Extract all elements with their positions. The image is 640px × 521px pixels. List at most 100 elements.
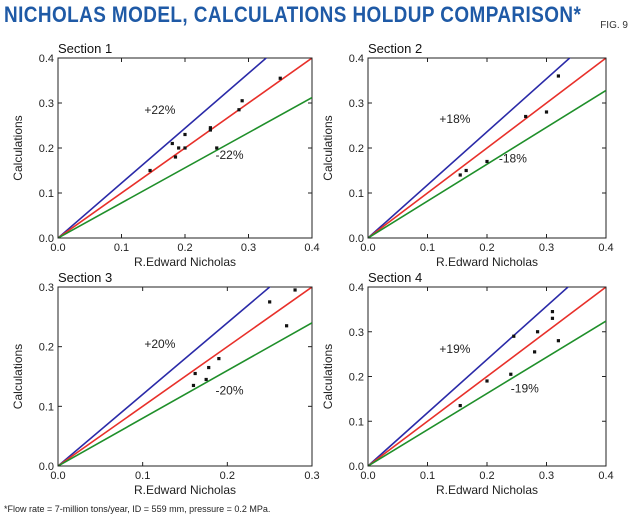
data-point	[464, 168, 468, 173]
y-tick-label: 0.2	[39, 143, 54, 155]
x-tick-label: 0.1	[114, 242, 129, 254]
parity-line	[58, 287, 312, 466]
data-point	[207, 365, 211, 370]
data-point	[550, 310, 555, 314]
y-tick-label: 0.1	[349, 416, 364, 428]
x-tick-label: 0.1	[420, 470, 435, 482]
chart-panel-2: 0.0 0.1 0.2 0.3 0.4 0.0 0.1 0.2 0.3 0.4 Section 2 R…	[321, 41, 614, 269]
x-axis-label: R.Edward Nicholas	[436, 255, 538, 269]
x-tick-label: 0.0	[360, 470, 375, 482]
upper-percent-label: +19%	[439, 342, 470, 356]
data-point	[293, 288, 297, 292]
data-point	[512, 334, 516, 338]
y-tick-label: 0.4	[349, 53, 364, 65]
y-tick-label: 0.0	[39, 461, 54, 473]
y-tick-label: 0.2	[349, 143, 364, 155]
x-tick-label: 0.0	[360, 242, 375, 254]
data-point	[148, 168, 152, 173]
data-point	[485, 159, 489, 164]
data-point	[285, 324, 289, 328]
y-tick-label: 0.2	[39, 342, 54, 354]
chart-panel-4: 0.0 0.1 0.2 0.3 0.4 0.0 0.1 0.2 0.3 0.4 Section 4 R…	[321, 270, 614, 497]
y-tick-label: 0.2	[349, 372, 364, 384]
upper-percent-label: +20%	[144, 337, 175, 351]
data-point	[183, 146, 187, 150]
x-tick-label: 0.3	[539, 470, 554, 482]
y-tick-label: 0.1	[39, 188, 54, 200]
y-tick-label: 0.3	[39, 98, 54, 110]
y-tick-label: 0.0	[39, 233, 54, 245]
data-point	[556, 339, 560, 343]
x-tick-label: 0.1	[135, 470, 150, 482]
data-point	[458, 173, 462, 177]
data-point	[544, 110, 549, 114]
y-axis-label: Calculations	[321, 344, 335, 409]
y-tick-label: 0.4	[39, 53, 54, 65]
y-tick-label: 0.1	[39, 401, 54, 413]
x-tick-label: 0.3	[539, 242, 554, 254]
lower-bound-line	[368, 89, 606, 238]
x-axis-label: R.Edward Nicholas	[134, 255, 236, 269]
x-tick-label: 0.2	[177, 242, 192, 254]
data-point	[458, 403, 462, 408]
x-tick-label: 0.3	[241, 242, 256, 254]
x-tick-label: 0.2	[479, 470, 494, 482]
x-tick-label: 0.4	[598, 470, 613, 482]
data-point	[193, 371, 197, 376]
upper-percent-label: +22%	[144, 103, 175, 117]
data-point	[183, 132, 187, 137]
y-tick-label: 0.1	[349, 188, 364, 200]
x-tick-label: 0.4	[598, 242, 613, 254]
data-point	[170, 141, 174, 146]
section-title: Section 1	[58, 41, 112, 56]
plot-frame	[57, 286, 313, 467]
section-title: Section 4	[368, 270, 422, 285]
data-point	[208, 126, 212, 130]
y-tick-label: 0.0	[349, 461, 364, 473]
data-point	[173, 155, 178, 159]
data-point	[278, 76, 282, 80]
data-point	[204, 377, 208, 382]
upper-bound-line	[58, 58, 268, 238]
upper-bound-line	[58, 287, 271, 466]
y-tick-label: 0.3	[39, 282, 54, 294]
data-point	[524, 114, 528, 119]
footnote: *Flow rate = 7-million tons/year, ID = 5…	[4, 504, 271, 514]
chart-panel-3: 0.0 0.1 0.2 0.3 0.0 0.1 0.2 0.3 Section 3 R.Edwar…	[11, 270, 320, 497]
section-title: Section 3	[58, 270, 112, 285]
x-tick-label: 0.3	[304, 470, 319, 482]
figure-number: FIG. 9	[600, 20, 628, 31]
figure-title: NICHOLAS MODEL, CALCULATIONS HOLDUP COMP…	[4, 2, 582, 27]
x-tick-label: 0.4	[304, 242, 319, 254]
y-axis-label: Calculations	[11, 115, 25, 180]
parity-line	[368, 58, 606, 238]
data-point	[191, 383, 196, 388]
lower-percent-label: -22%	[215, 148, 243, 162]
parity-line	[368, 287, 606, 466]
section-title: Section 2	[368, 41, 422, 56]
data-point	[533, 350, 537, 354]
data-point	[485, 379, 489, 383]
y-tick-label: 0.0	[349, 233, 364, 245]
lower-bound-line	[368, 320, 606, 466]
x-tick-label: 0.0	[50, 242, 65, 254]
y-tick-label: 0.4	[349, 282, 364, 294]
lower-bound-line	[58, 96, 312, 238]
y-axis-label: Calculations	[321, 115, 335, 180]
x-tick-label: 0.0	[50, 470, 65, 482]
x-tick-label: 0.1	[420, 242, 435, 254]
lower-bound-line	[58, 322, 312, 466]
data-point	[268, 300, 272, 304]
x-tick-label: 0.2	[220, 470, 235, 482]
y-axis-label: Calculations	[11, 344, 25, 409]
upper-percent-label: +18%	[439, 112, 470, 126]
data-point	[237, 108, 241, 112]
data-point	[550, 316, 555, 320]
x-tick-label: 0.2	[479, 242, 494, 254]
chart-panel-1: 0.0 0.1 0.2 0.3 0.4 0.0 0.1 0.2 0.3 0.4 Section 1 R…	[11, 41, 320, 269]
x-axis-label: R.Edward Nicholas	[436, 483, 538, 497]
lower-percent-label: -19%	[511, 382, 539, 396]
data-point	[177, 146, 181, 150]
data-point	[215, 146, 219, 150]
